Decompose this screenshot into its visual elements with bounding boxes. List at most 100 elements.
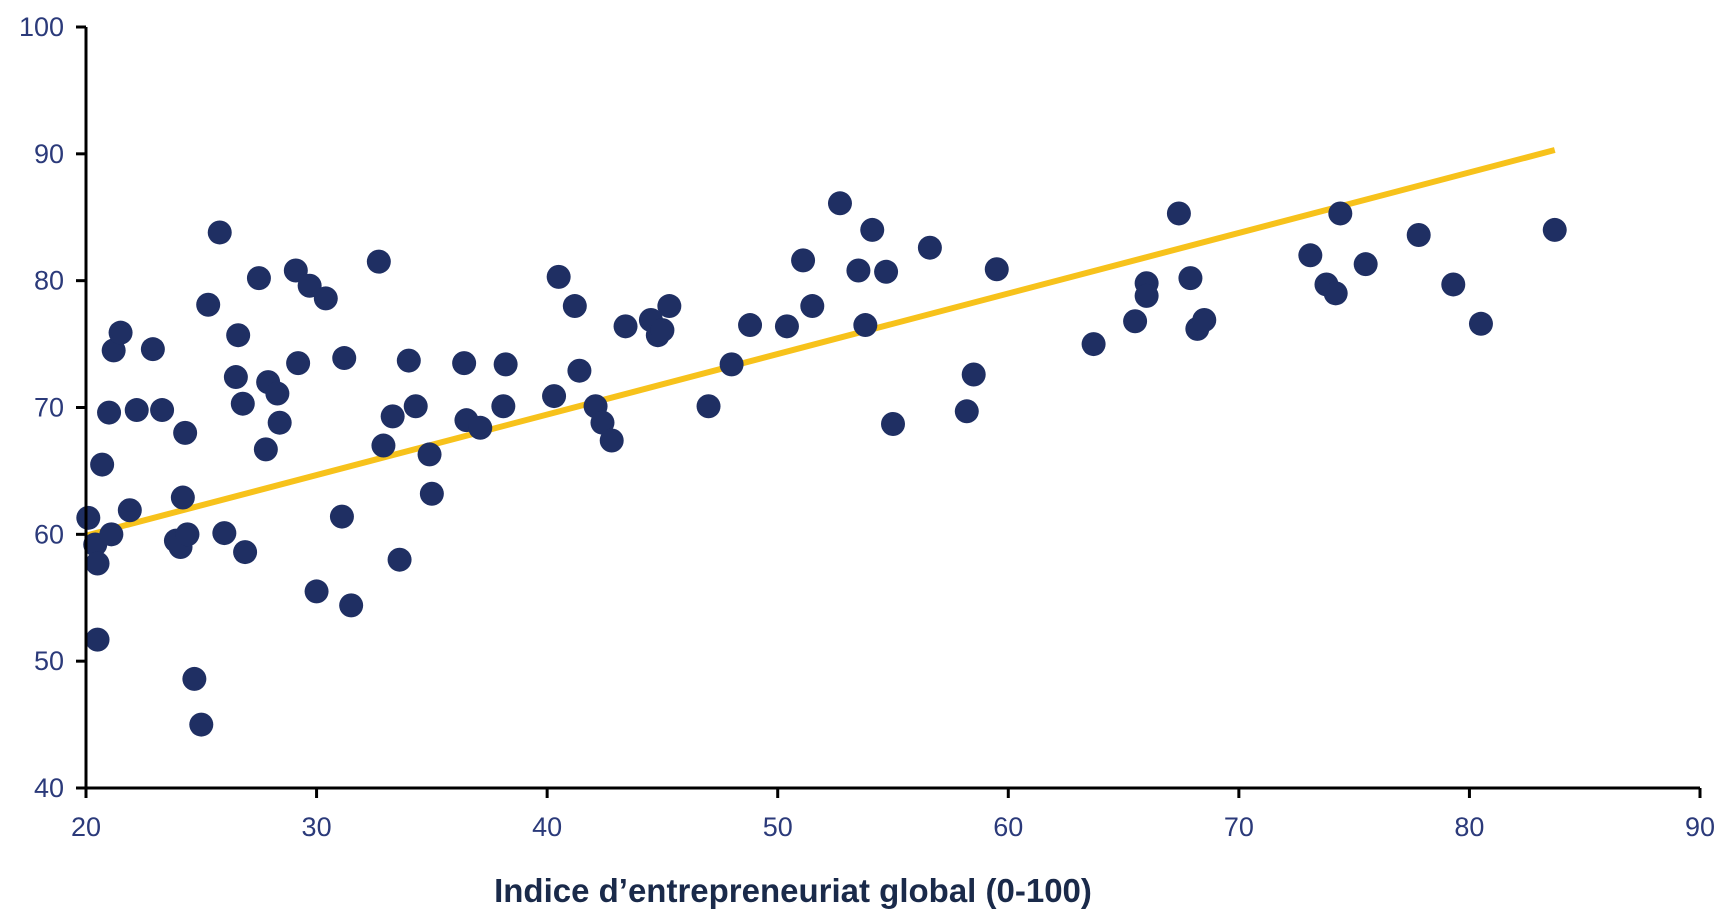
data-point	[1123, 309, 1147, 333]
y-tick-label: 40	[34, 773, 64, 803]
y-tick-label: 80	[34, 266, 64, 296]
data-point	[563, 294, 587, 318]
data-point	[1135, 284, 1159, 308]
data-point	[150, 398, 174, 422]
data-point	[468, 416, 492, 440]
data-point	[918, 236, 942, 260]
data-point	[212, 521, 236, 545]
data-point	[791, 248, 815, 272]
data-point	[738, 313, 762, 337]
data-point	[118, 498, 142, 522]
y-tick-label: 70	[34, 393, 64, 423]
data-point	[208, 220, 232, 244]
data-point	[330, 505, 354, 529]
data-point	[339, 593, 363, 617]
y-tick-label: 60	[34, 519, 64, 549]
data-point	[182, 667, 206, 691]
data-point	[171, 486, 195, 510]
data-point	[371, 434, 395, 458]
data-point	[141, 337, 165, 361]
data-point	[189, 713, 213, 737]
data-point	[381, 404, 405, 428]
data-point	[955, 399, 979, 423]
data-point	[614, 314, 638, 338]
data-point	[1298, 243, 1322, 267]
x-tick-label: 90	[1685, 812, 1715, 842]
data-point	[985, 257, 1009, 281]
data-point	[196, 293, 220, 317]
data-point	[1328, 201, 1352, 225]
data-point	[600, 428, 624, 452]
data-point	[800, 294, 824, 318]
data-point	[173, 421, 197, 445]
data-point	[76, 506, 100, 530]
data-point	[860, 218, 884, 242]
data-point	[233, 540, 257, 564]
y-tick-label: 100	[19, 12, 64, 42]
data-point	[720, 352, 744, 376]
data-point	[494, 352, 518, 376]
data-point	[125, 398, 149, 422]
data-point	[1441, 272, 1465, 296]
data-point	[1192, 308, 1216, 332]
y-tick-label: 90	[34, 139, 64, 169]
data-point	[962, 363, 986, 387]
data-point	[305, 579, 329, 603]
data-point	[90, 453, 114, 477]
data-point	[846, 259, 870, 283]
points-layer	[76, 191, 1566, 736]
data-point	[388, 548, 412, 572]
data-point	[881, 412, 905, 436]
x-tick-label: 70	[1224, 812, 1254, 842]
data-point	[491, 394, 515, 418]
data-point	[86, 552, 110, 576]
data-point	[226, 323, 250, 347]
data-point	[1324, 281, 1348, 305]
data-point	[828, 191, 852, 215]
data-point	[404, 394, 428, 418]
data-point	[418, 442, 442, 466]
data-point	[231, 392, 255, 416]
data-point	[97, 401, 121, 425]
data-point	[265, 382, 289, 406]
x-tick-label: 30	[302, 812, 332, 842]
data-point	[247, 266, 271, 290]
data-point	[1469, 312, 1493, 336]
data-point	[286, 351, 310, 375]
data-point	[567, 359, 591, 383]
x-tick-label: 80	[1454, 812, 1484, 842]
data-point	[1543, 218, 1567, 242]
data-point	[420, 482, 444, 506]
x-tick-label: 40	[532, 812, 562, 842]
data-point	[224, 365, 248, 389]
data-point	[1407, 223, 1431, 247]
data-point	[853, 313, 877, 337]
data-point	[657, 294, 681, 318]
data-point	[775, 314, 799, 338]
data-point	[332, 346, 356, 370]
x-tick-label: 50	[763, 812, 793, 842]
data-point	[314, 286, 338, 310]
data-point	[874, 260, 898, 284]
data-point	[367, 250, 391, 274]
data-point	[397, 349, 421, 373]
x-axis-title: Indice d’entrepreneuriat global (0-100)	[494, 872, 1092, 909]
data-point	[175, 522, 199, 546]
data-point	[1167, 201, 1191, 225]
y-tick-label: 50	[34, 646, 64, 676]
data-point	[697, 394, 721, 418]
data-point	[547, 265, 571, 289]
data-point	[650, 318, 674, 342]
data-point	[99, 522, 123, 546]
data-point	[1178, 266, 1202, 290]
data-point	[254, 437, 278, 461]
data-point	[542, 384, 566, 408]
x-tick-label: 20	[71, 812, 101, 842]
data-point	[109, 321, 133, 345]
data-point	[86, 628, 110, 652]
x-tick-label: 60	[993, 812, 1023, 842]
data-point	[452, 351, 476, 375]
data-point	[1082, 332, 1106, 356]
data-point	[1354, 252, 1378, 276]
